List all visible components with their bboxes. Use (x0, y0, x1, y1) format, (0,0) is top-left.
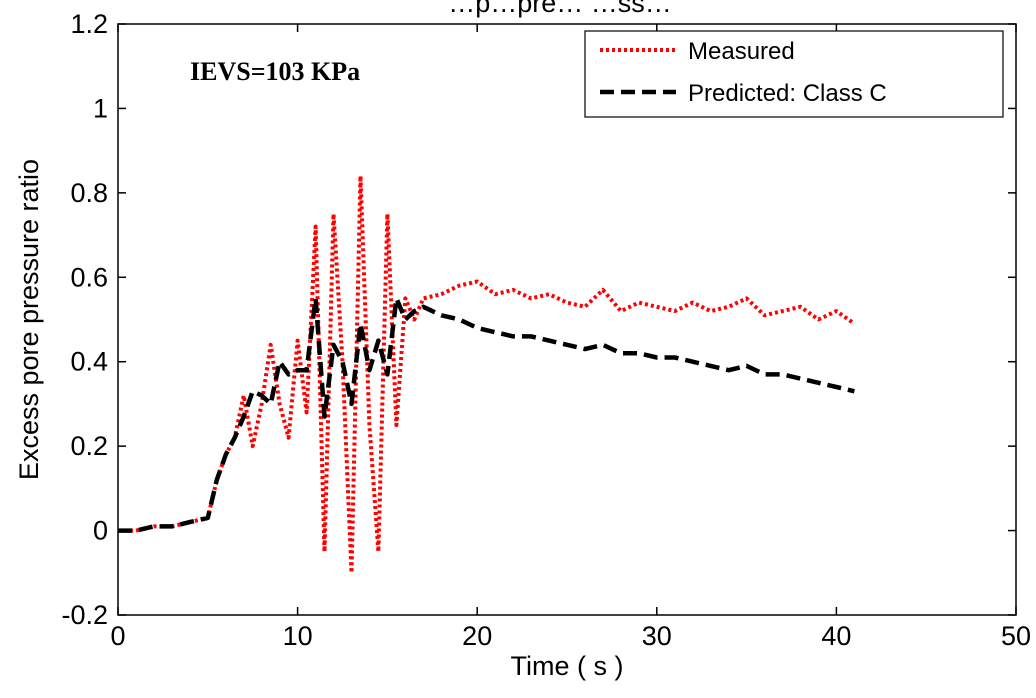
x-tick-label: 50 (1001, 621, 1031, 651)
y-tick-label: 0.2 (70, 431, 108, 461)
legend: Measured Predicted: Class C (584, 30, 1004, 118)
series-line-measured (118, 174, 856, 575)
plot-area-frame (117, 23, 1017, 616)
series-layer (118, 174, 856, 575)
ticks-layer: 0 10 20 30 40 50-0.200.20.40.60.811.2 (61, 9, 1031, 651)
legend-label-predicted: Predicted: Class C (688, 80, 887, 107)
x-axis-label: Time ( s ) (511, 651, 624, 681)
x-tick-label: 20 (462, 621, 492, 651)
x-tick-label: 0 (110, 621, 125, 651)
x-tick-label: 30 (642, 621, 672, 651)
y-tick-label: 0 (93, 516, 108, 546)
y-tick-label: 0.6 (70, 262, 108, 292)
y-tick-label: 1 (93, 93, 108, 123)
annotation-ievs: IEVS=103 KPa (190, 57, 360, 86)
y-tick-label: 1.2 (70, 9, 108, 39)
series-line-predicted (118, 296, 855, 533)
x-tick-label: 10 (283, 621, 313, 651)
y-tick-label: 0.4 (70, 347, 108, 377)
x-tick-label: 40 (821, 621, 851, 651)
chart-title: …p…pre… …ss… (448, 0, 672, 18)
legend-box (584, 30, 1004, 118)
y-axis-label: Excess pore pressure ratio (14, 159, 44, 480)
y-tick-label: -0.2 (61, 600, 108, 630)
y-tick-label: 0.8 (70, 178, 108, 208)
legend-label-measured: Measured (688, 38, 795, 65)
